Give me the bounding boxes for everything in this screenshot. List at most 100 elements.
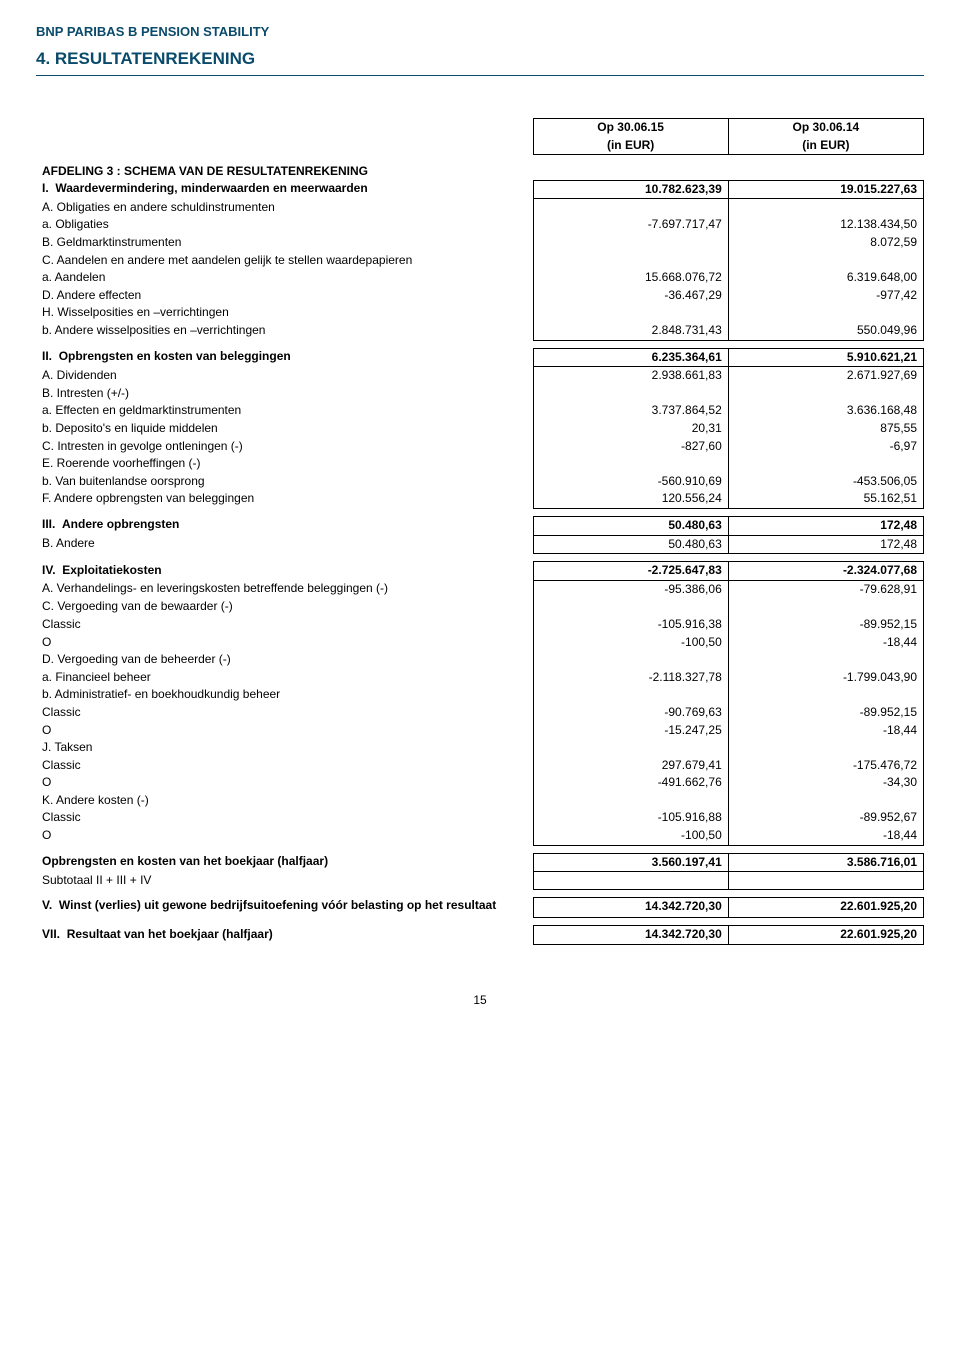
row-IV-label: Exploitatiekosten — [62, 563, 161, 577]
row-IV-D-b-O-c1: -15.247,25 — [533, 722, 728, 740]
row-IV-D-label: D. Vergoeding van de beheerder (-) — [36, 651, 533, 669]
row-II-E-b-label: b. Van buitenlandse oorsprong — [36, 473, 533, 491]
row-IV-K-O-label: O — [36, 827, 533, 845]
row-I-B-label: B. Geldmarktinstrumenten — [36, 234, 533, 252]
col2-unit: (in EUR) — [728, 137, 923, 155]
row-I-A-a-c1: -7.697.717,47 — [533, 216, 728, 234]
row-IV-A-c1: -95.386,06 — [533, 580, 728, 598]
row-I-D-label: D. Andere effecten — [36, 287, 533, 305]
row-IV-C-classic-c1: -105.916,38 — [533, 616, 728, 634]
row-II-A-label: A. Dividenden — [36, 367, 533, 385]
row-SUB1-c2: 3.586.716,01 — [728, 853, 923, 872]
row-I-label: Waardevermindering, minderwaarden en mee… — [55, 181, 367, 195]
row-IV-C-O-label: O — [36, 634, 533, 652]
row-IV-J-classic-label: Classic — [36, 757, 533, 775]
row-IV-A-label: A. Verhandelings- en leveringskosten bet… — [36, 580, 533, 598]
row-IV-K-label: K. Andere kosten (-) — [36, 792, 533, 810]
row-I-A-label: A. Obligaties en andere schuldinstrument… — [36, 199, 533, 217]
row-I-A-a-label: a. Obligaties — [36, 216, 533, 234]
row-VII-label: Resultaat van het boekjaar (halfjaar) — [67, 927, 273, 941]
row-IV-J-classic-c1: 297.679,41 — [533, 757, 728, 775]
afdeling-label: AFDELING 3 : SCHEMA VAN DE RESULTATENREK… — [36, 163, 533, 181]
row-IV-C-O-c2: -18,44 — [728, 634, 923, 652]
row-II-E-b-c2: -453.506,05 — [728, 473, 923, 491]
row-IV-J-classic-c2: -175.476,72 — [728, 757, 923, 775]
doc-title: BNP PARIBAS B PENSION STABILITY — [36, 24, 924, 39]
row-II-B-b-label: b. Deposito's en liquide middelen — [36, 420, 533, 438]
row-II-C-c1: -827,60 — [533, 438, 728, 456]
row-IV-K-O-c2: -18,44 — [728, 827, 923, 845]
row-II-A-c2: 2.671.927,69 — [728, 367, 923, 385]
row-IV-D-b-label: b. Administratief- en boekhoudkundig beh… — [36, 686, 533, 704]
row-II-B-a-label: a. Effecten en geldmarktinstrumenten — [36, 402, 533, 420]
col2-date: Op 30.06.14 — [728, 119, 923, 137]
row-V-label: Winst (verlies) uit gewone bedrijfsuitoe… — [59, 898, 496, 912]
row-III-B-label: B. Andere — [36, 535, 533, 554]
row-IV-K-classic-c2: -89.952,67 — [728, 809, 923, 827]
col1-unit: (in EUR) — [533, 137, 728, 155]
col1-date: Op 30.06.15 — [533, 119, 728, 137]
row-II-B-label: B. Intresten (+/-) — [36, 385, 533, 403]
row-II-c2: 5.910.621,21 — [728, 348, 923, 367]
row-IV-J-label: J. Taksen — [36, 739, 533, 757]
row-II-B-a-c2: 3.636.168,48 — [728, 402, 923, 420]
row-III-c2: 172,48 — [728, 516, 923, 535]
roman-V: V. — [42, 898, 52, 912]
roman-III: III. — [42, 517, 55, 531]
row-SUB1b-label: Subtotaal II + III + IV — [36, 872, 533, 890]
row-II-C-c2: -6,97 — [728, 438, 923, 456]
row-SUB1-c1: 3.560.197,41 — [533, 853, 728, 872]
income-statement-table: Op 30.06.15 Op 30.06.14 (in EUR) (in EUR… — [36, 118, 924, 945]
row-II-F-c1: 120.556,24 — [533, 490, 728, 508]
row-II-C-label: C. Intresten in gevolge ontleningen (-) — [36, 438, 533, 456]
row-I-C-a-label: a. Aandelen — [36, 269, 533, 287]
row-I-H-b-label: b. Andere wisselposities en –verrichting… — [36, 322, 533, 340]
row-VII-c2: 22.601.925,20 — [728, 926, 923, 945]
row-IV-A-c2: -79.628,91 — [728, 580, 923, 598]
row-IV-K-classic-c1: -105.916,88 — [533, 809, 728, 827]
row-I-C-label: C. Aandelen en andere met aandelen gelij… — [36, 252, 533, 270]
roman-IV: IV. — [42, 563, 56, 577]
row-I-H-b-c2: 550.049,96 — [728, 322, 923, 340]
row-IV-D-a-label: a. Financieel beheer — [36, 669, 533, 687]
row-IV-C-classic-c2: -89.952,15 — [728, 616, 923, 634]
row-III-B-c2: 172,48 — [728, 535, 923, 554]
row-IV-D-b-O-c2: -18,44 — [728, 722, 923, 740]
row-II-E-label: E. Roerende voorheffingen (-) — [36, 455, 533, 473]
row-I-C-a-c2: 6.319.648,00 — [728, 269, 923, 287]
row-V-c2: 22.601.925,20 — [728, 897, 923, 915]
row-II-B-b-c1: 20,31 — [533, 420, 728, 438]
row-I-c1: 10.782.623,39 — [533, 180, 728, 199]
row-II-F-label: F. Andere opbrengsten van beleggingen — [36, 490, 533, 508]
row-III-B-c1: 50.480,63 — [533, 535, 728, 554]
row-SUB1-label: Opbrengsten en kosten van het boekjaar (… — [36, 853, 533, 872]
row-I-D-c2: -977,42 — [728, 287, 923, 305]
row-III-c1: 50.480,63 — [533, 516, 728, 535]
row-VII-c1: 14.342.720,30 — [533, 926, 728, 945]
roman-VII: VII. — [42, 927, 60, 941]
roman-II: II. — [42, 349, 52, 363]
row-IV-D-a-c2: -1.799.043,90 — [728, 669, 923, 687]
row-II-F-c2: 55.162,51 — [728, 490, 923, 508]
row-II-E-b-c1: -560.910,69 — [533, 473, 728, 491]
section-title: 4. RESULTATENREKENING — [36, 49, 924, 76]
row-I-D-c1: -36.467,29 — [533, 287, 728, 305]
row-II-A-c1: 2.938.661,83 — [533, 367, 728, 385]
row-IV-c2: -2.324.077,68 — [728, 562, 923, 581]
row-I-H-label: H. Wisselposities en –verrichtingen — [36, 304, 533, 322]
row-IV-D-b-classic-c1: -90.769,63 — [533, 704, 728, 722]
row-IV-c1: -2.725.647,83 — [533, 562, 728, 581]
row-IV-D-b-classic-label: Classic — [36, 704, 533, 722]
row-I-c2: 19.015.227,63 — [728, 180, 923, 199]
row-IV-D-b-O-label: O — [36, 722, 533, 740]
row-IV-K-O-c1: -100,50 — [533, 827, 728, 845]
row-IV-C-classic-label: Classic — [36, 616, 533, 634]
row-V-c1: 14.342.720,30 — [533, 897, 728, 915]
row-IV-D-a-c1: -2.118.327,78 — [533, 669, 728, 687]
row-I-A-a-c2: 12.138.434,50 — [728, 216, 923, 234]
roman-I: I. — [42, 181, 49, 195]
row-I-H-b-c1: 2.848.731,43 — [533, 322, 728, 340]
row-II-c1: 6.235.364,61 — [533, 348, 728, 367]
row-IV-C-label: C. Vergoeding van de bewaarder (-) — [36, 598, 533, 616]
row-I-C-a-c1: 15.668.076,72 — [533, 269, 728, 287]
